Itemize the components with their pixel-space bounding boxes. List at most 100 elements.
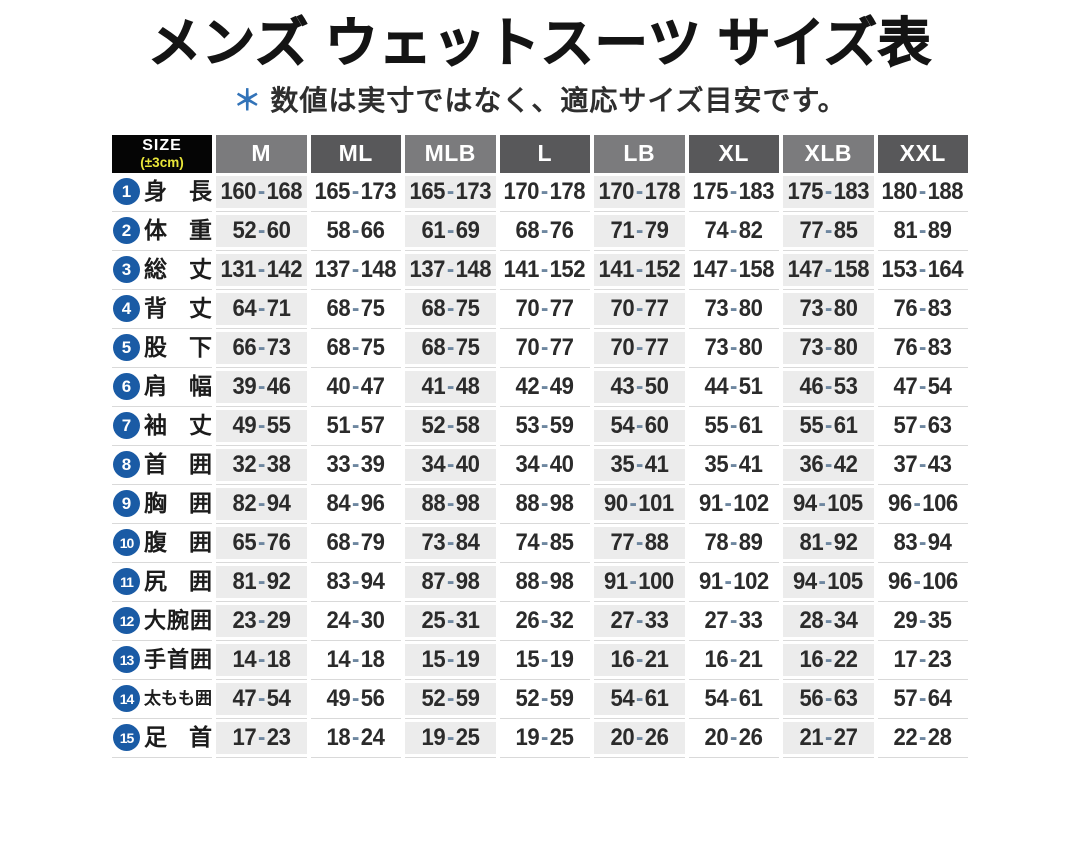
size-range-value: 54-60 — [610, 411, 669, 439]
size-range-value: 61-69 — [421, 216, 480, 244]
range-dash: - — [352, 489, 360, 517]
size-range-value: 147-158 — [787, 255, 870, 283]
size-range-value: 58-66 — [326, 216, 385, 244]
size-value-cell: 58-66 — [310, 211, 401, 251]
size-range-value: 73-80 — [704, 294, 763, 322]
size-value-cell: 76-83 — [877, 289, 968, 329]
size-range-value: 54-61 — [704, 684, 763, 712]
row-number-badge: 6 — [113, 373, 140, 401]
size-value-cell: 82-94 — [216, 485, 307, 524]
range-dash: - — [824, 255, 832, 283]
page-note: ＊数値は実寸ではなく、適応サイズ目安です。 — [0, 79, 1080, 119]
size-value-cell: 74-82 — [688, 211, 779, 251]
range-dash: - — [352, 606, 360, 634]
row-number-badge: 5 — [113, 334, 140, 362]
row-label-char: 囲 — [189, 529, 212, 556]
size-value-cell: 47-54 — [216, 680, 307, 719]
size-range-value: 52-59 — [421, 684, 480, 712]
size-range-value: 29-35 — [893, 606, 952, 634]
size-range-value: 55-61 — [704, 411, 763, 439]
size-value-cell: 81-92 — [216, 563, 307, 602]
note-asterisk-icon: ＊ — [233, 84, 263, 116]
row-label-char: 尻 — [144, 568, 167, 595]
row-label-char: 手 — [144, 646, 167, 672]
size-range-value: 94-105 — [793, 489, 864, 517]
size-range-value: 40-47 — [326, 372, 385, 400]
range-dash: - — [257, 294, 265, 322]
size-range-value: 91-102 — [698, 567, 769, 595]
size-range-value: 91-100 — [604, 567, 675, 595]
row-number-badge: 9 — [113, 490, 140, 518]
size-range-value: 27-33 — [610, 606, 669, 634]
row-label-char: 囲 — [195, 689, 212, 709]
row-label: 10 腹囲 — [112, 523, 212, 563]
size-value-cell: 73-80 — [783, 329, 874, 368]
row-label-char: も — [161, 689, 178, 709]
size-range-value: 81-89 — [893, 216, 952, 244]
size-value-cell: 19-25 — [405, 719, 496, 758]
size-range-value: 55-61 — [799, 411, 858, 439]
size-range-value: 52-58 — [421, 411, 480, 439]
size-range-value: 33-39 — [326, 450, 385, 478]
size-range-value: 74-85 — [515, 528, 574, 556]
size-value-cell: 41-48 — [405, 368, 496, 407]
range-dash: - — [541, 684, 549, 712]
range-dash: - — [541, 294, 549, 322]
size-table-header: SIZE (±3cm) M ML MLB L LB XL XLB XXL — [112, 134, 968, 173]
size-range-value: 17-23 — [232, 723, 291, 751]
row-label-char: 首 — [166, 646, 189, 672]
size-range-value: 165-173 — [314, 177, 397, 205]
range-dash: - — [446, 450, 454, 478]
size-value-cell: 19-25 — [499, 718, 590, 758]
range-dash: - — [446, 645, 454, 673]
row-label-char: 丈 — [189, 256, 212, 283]
size-value-cell: 68-75 — [310, 328, 401, 368]
table-row: 12 大腕囲 23-29 24-30 25-31 26-32 27-33 27-33 28-34… — [112, 601, 968, 641]
row-label-char: 股 — [144, 334, 167, 361]
size-range-value: 24-30 — [326, 606, 385, 634]
size-value-cell: 66-73 — [216, 329, 307, 368]
row-label-char: 丈 — [189, 412, 212, 439]
size-value-cell: 54-60 — [594, 407, 685, 446]
size-value-cell: 91-102 — [688, 484, 779, 524]
size-range-value: 68-79 — [326, 528, 385, 556]
size-value-cell: 160-168 — [216, 173, 307, 212]
row-label-text: 手首囲 — [144, 646, 212, 672]
table-row: 3 総丈 131-142 137-148 137-148 141-152 141-152 14… — [112, 250, 968, 290]
size-chart-page: メンズ ウェットスーツ サイズ表 ＊数値は実寸ではなく、適応サイズ目安です。 S… — [0, 13, 1080, 842]
range-dash: - — [919, 333, 927, 361]
size-value-cell: 27-33 — [594, 602, 685, 641]
range-dash: - — [541, 528, 549, 556]
size-value-cell: 68-75 — [405, 329, 496, 368]
size-range-value: 68-75 — [421, 333, 480, 361]
size-value-cell: 90-101 — [594, 485, 685, 524]
range-dash: - — [635, 372, 643, 400]
range-dash: - — [919, 177, 927, 205]
size-value-cell: 26-32 — [499, 601, 590, 641]
size-value-cell: 87-98 — [405, 563, 496, 602]
size-range-value: 20-26 — [610, 723, 669, 751]
range-dash: - — [824, 294, 832, 322]
table-row: 5 股下 66-73 68-75 68-75 70-77 70-77 73-80 73-80 76… — [112, 328, 968, 368]
size-value-cell: 32-38 — [216, 446, 307, 485]
range-dash: - — [818, 567, 826, 595]
range-dash: - — [541, 567, 549, 595]
size-range-value: 17-23 — [893, 645, 952, 673]
size-value-cell: 52-60 — [216, 212, 307, 251]
row-label: 11 尻囲 — [112, 562, 212, 602]
range-dash: - — [352, 177, 360, 205]
range-dash: - — [730, 411, 738, 439]
row-label-char: 身 — [144, 178, 167, 205]
size-value-cell: 165-173 — [310, 172, 401, 212]
range-dash: - — [913, 567, 921, 595]
size-range-value: 15-19 — [421, 645, 480, 673]
size-range-value: 83-94 — [326, 567, 385, 595]
range-dash: - — [730, 684, 738, 712]
size-range-value: 66-73 — [232, 333, 291, 361]
range-dash: - — [824, 528, 832, 556]
page-title: メンズ ウェットスーツ サイズ表 — [147, 13, 932, 73]
